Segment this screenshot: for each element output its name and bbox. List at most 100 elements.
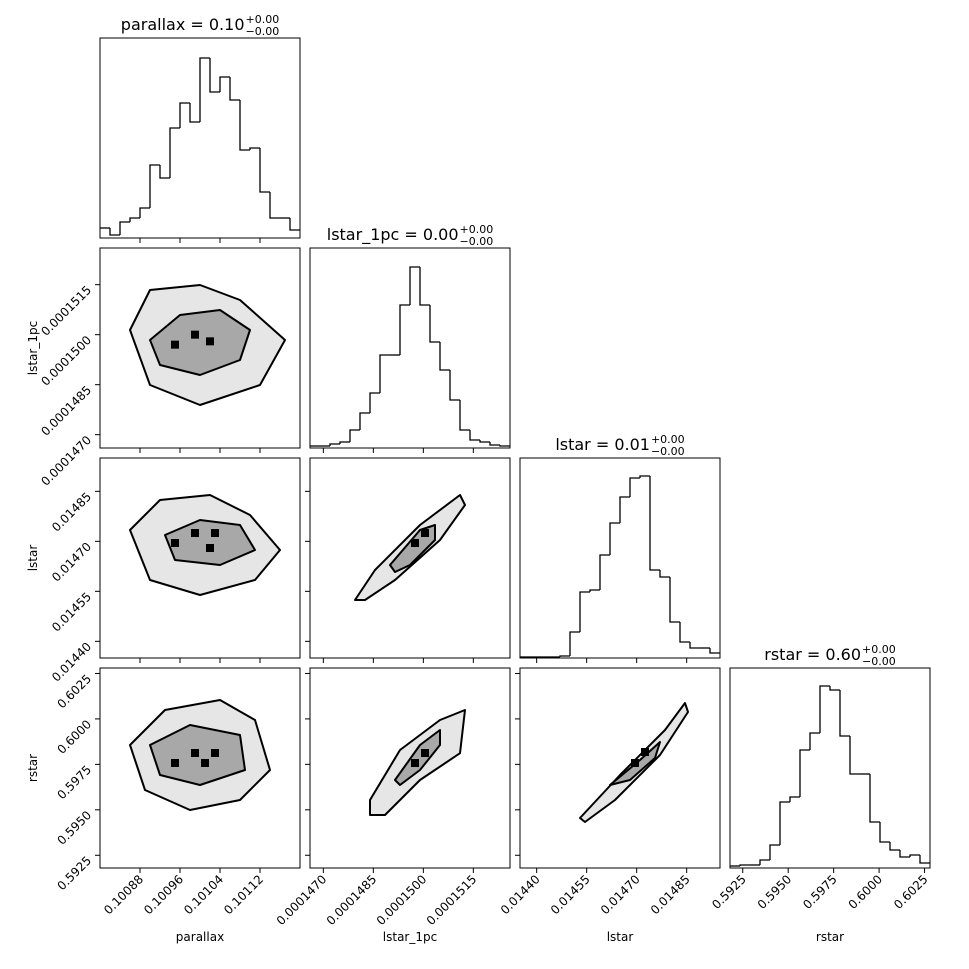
- y-tick-label: 0.0001515: [38, 283, 94, 339]
- hist-bin: [359, 412, 370, 430]
- x-axis-label: lstar_1pc: [383, 930, 437, 944]
- x-tick-label: 0.6025: [891, 872, 931, 912]
- y-tick-label: 0.0001485: [38, 383, 94, 439]
- hist-bin: [769, 844, 780, 860]
- hist-bin: [429, 305, 440, 343]
- y-tick-label: 0.0001500: [38, 333, 94, 389]
- density-point: [171, 340, 179, 349]
- hist-bin: [419, 267, 430, 306]
- hist-bin: [229, 77, 240, 101]
- hist-bin: [889, 842, 900, 851]
- density-point: [211, 529, 219, 537]
- y-tick-label: 0.5925: [55, 853, 95, 893]
- density-point: [411, 759, 419, 767]
- panel-frame: [99, 247, 301, 449]
- x-tick-label: 0.5925: [709, 872, 749, 912]
- density-point: [171, 759, 179, 767]
- x-tick-label: 0.01455: [548, 872, 593, 917]
- hist-bin: [619, 496, 630, 523]
- x-axis-label: lstar: [607, 930, 634, 944]
- hist-bin: [639, 475, 650, 478]
- panel-title-lower: −0.00: [862, 655, 896, 668]
- panel-title: lstar_1pc = 0.00: [327, 225, 459, 245]
- panel-frame: [99, 37, 301, 239]
- density-point: [206, 337, 214, 346]
- x-tick-label: 0.10112: [221, 872, 266, 917]
- y-tick-label: 0.5950: [55, 808, 95, 848]
- hist-bin: [439, 342, 450, 371]
- hist-bin: [569, 631, 580, 656]
- density-point: [191, 529, 199, 537]
- x-tick-label: 0.5975: [800, 872, 840, 912]
- hist-bin: [399, 304, 410, 355]
- density-point: [641, 748, 649, 756]
- y-tick-label: 0.01485: [49, 490, 94, 535]
- hist-bin: [409, 266, 420, 305]
- hist-bin: [469, 430, 480, 441]
- hist-bin: [659, 570, 670, 578]
- hist-bin: [899, 850, 910, 858]
- panel-title-upper: +0.00: [246, 13, 280, 26]
- x-axis-label: rstar: [816, 930, 844, 944]
- density-point: [421, 749, 429, 757]
- y-tick-label: 0.6000: [55, 717, 95, 757]
- panel-title: lstar = 0.01: [555, 435, 650, 454]
- hist-bin: [219, 76, 230, 92]
- hist-bin: [119, 221, 130, 235]
- y-tick-label: 0.0001470: [38, 433, 94, 489]
- hist-bin: [349, 429, 360, 442]
- hist-bin: [809, 732, 820, 750]
- hist-bin: [189, 103, 200, 123]
- contour: [394, 729, 441, 786]
- density-point: [171, 539, 179, 547]
- x-tick-label: 0.6000: [846, 872, 886, 912]
- hist-bin: [559, 655, 570, 657]
- x-tick-label: 0.10104: [181, 872, 226, 917]
- hist-bin: [829, 686, 840, 691]
- density-point: [631, 759, 639, 767]
- panel-title-upper: +0.00: [862, 643, 896, 656]
- hist-bin: [159, 165, 170, 179]
- x-tick-label: 0.01470: [598, 872, 643, 917]
- hist-bin: [339, 441, 350, 444]
- hist-bin: [599, 554, 610, 590]
- hist-bin: [739, 864, 750, 866]
- hist-bin: [499, 445, 510, 447]
- panel-frame: [519, 457, 721, 659]
- panel-title-lower: −0.00: [651, 445, 685, 458]
- x-tick-label: 0.0001500: [374, 872, 430, 928]
- hist-bin: [369, 392, 380, 413]
- hist-bin: [779, 801, 790, 845]
- y-axis-label: rstar: [26, 754, 40, 782]
- hist-bin: [239, 100, 250, 151]
- panel-frame: [99, 457, 301, 659]
- hist-bin: [789, 796, 800, 802]
- density-point: [191, 330, 199, 339]
- density-point: [206, 544, 214, 552]
- hist-bin: [109, 228, 120, 236]
- x-tick-label: 0.10096: [141, 872, 186, 917]
- hist-bin: [289, 218, 300, 231]
- hist-bin: [689, 642, 700, 649]
- x-tick-label: 0.0001485: [324, 872, 380, 928]
- x-tick-label: 0.10088: [101, 872, 146, 917]
- hist-bin: [579, 591, 590, 632]
- hist-bin: [379, 354, 390, 393]
- y-axis-label: lstar_1pc: [26, 321, 40, 375]
- hist-bin: [459, 400, 470, 431]
- y-tick-label: 0.01470: [49, 540, 94, 585]
- panel-title-upper: +0.00: [460, 223, 494, 236]
- x-tick-label: 0.01440: [498, 872, 543, 917]
- hist-bin: [679, 622, 690, 643]
- hist-bin: [249, 147, 260, 150]
- hist-bin: [149, 164, 160, 208]
- density-point: [421, 529, 429, 537]
- x-tick-label: 0.0001515: [424, 872, 480, 928]
- x-tick-label: 0.01485: [648, 872, 693, 917]
- hist-bin: [449, 370, 460, 401]
- y-axis-label: lstar: [26, 545, 40, 572]
- y-tick-label: 0.5975: [55, 763, 95, 803]
- hist-bin: [629, 477, 640, 497]
- panel-frame: [309, 667, 511, 869]
